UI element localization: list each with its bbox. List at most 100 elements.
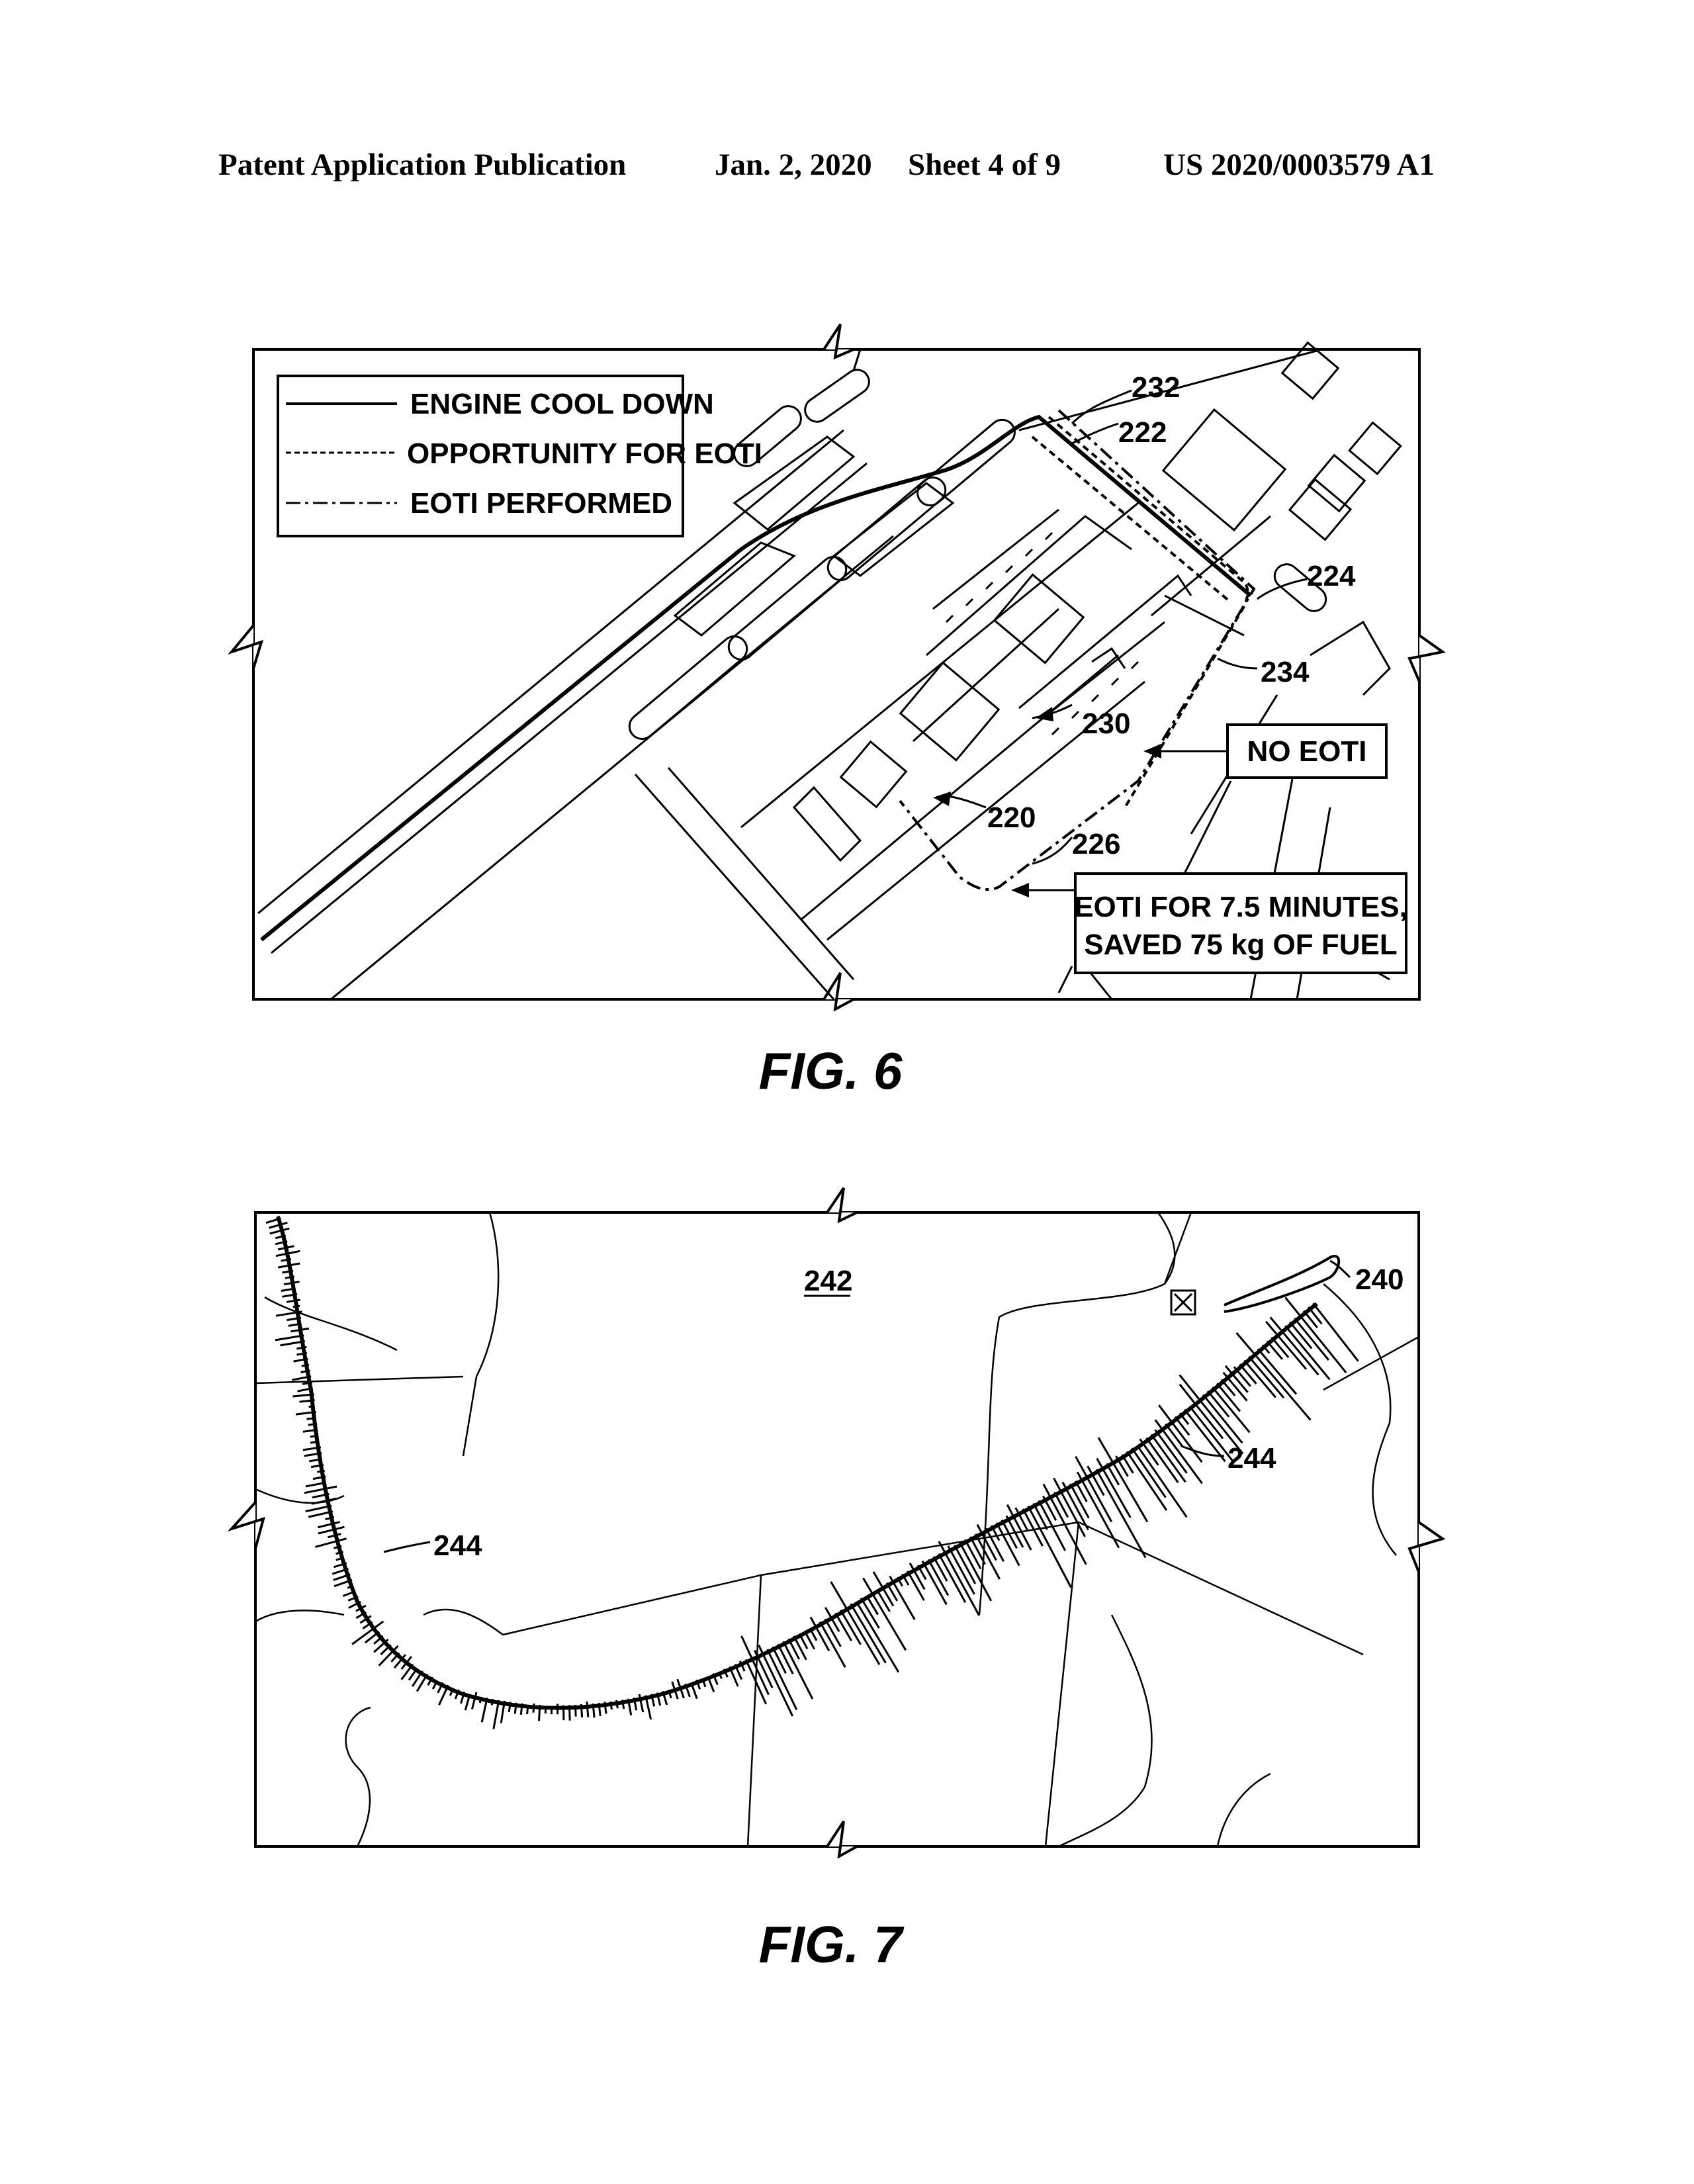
data-tick — [460, 1691, 466, 1704]
ref-244-left: 244 — [433, 1529, 482, 1562]
data-tick — [889, 1575, 916, 1621]
data-tick — [938, 1541, 981, 1616]
data-tick — [292, 1393, 314, 1398]
data-tick — [1001, 1519, 1018, 1549]
data-tick — [1257, 1348, 1298, 1395]
header-pub-number: US 2020/0003579 A1 — [1163, 148, 1435, 182]
data-tick — [1235, 1332, 1312, 1421]
data-tick — [729, 1666, 739, 1687]
data-tick — [1150, 1433, 1186, 1483]
data-tick — [334, 1562, 347, 1569]
data-tick — [335, 1551, 343, 1555]
ref-240: 240 — [1355, 1263, 1404, 1296]
data-tick — [621, 1700, 625, 1709]
data-tick — [938, 1553, 967, 1604]
fig7-text: 242 240 244 244 FIG. 7 — [433, 1263, 1404, 1974]
data-tick — [656, 1692, 662, 1706]
fig7-break-bottom — [826, 1820, 858, 1859]
data-tick — [347, 1585, 353, 1589]
data-tick — [275, 1250, 300, 1257]
data-tick — [777, 1643, 794, 1674]
data-tick — [901, 1573, 910, 1586]
data-tick — [359, 1615, 372, 1624]
data-tick — [347, 1596, 359, 1602]
data-tick — [896, 1576, 904, 1587]
data-tick — [1261, 1344, 1270, 1354]
data-tick — [312, 1493, 330, 1499]
data-tick — [334, 1578, 353, 1588]
data-tick — [964, 1539, 982, 1570]
data-tick — [1233, 1366, 1251, 1387]
data-tick — [310, 1434, 318, 1438]
data-tick — [408, 1668, 418, 1681]
data-tick — [348, 1600, 361, 1609]
data-tick — [265, 1217, 281, 1224]
callout-eoti-line2: SAVED 75 kg OF FUEL — [1084, 929, 1398, 961]
fig7-break-top — [826, 1187, 858, 1224]
ref-226: 226 — [1072, 828, 1120, 860]
data-tick — [1005, 1515, 1024, 1548]
data-tick — [1097, 1437, 1149, 1523]
data-tick — [333, 1545, 342, 1549]
data-tick — [1038, 1500, 1067, 1551]
ref-224: 224 — [1307, 560, 1356, 592]
data-tick — [306, 1417, 316, 1420]
data-tick — [400, 1656, 412, 1670]
legend-label-opportunity: OPPORTUNITY FOR EOTI — [407, 437, 762, 470]
header-sheet: Sheet 4 of 9 — [908, 148, 1061, 182]
data-tick — [351, 1620, 384, 1645]
data-tick — [1289, 1321, 1313, 1349]
flight-path — [276, 1216, 1318, 1710]
data-tick — [277, 1245, 294, 1251]
data-tick — [1174, 1416, 1190, 1436]
data-tick — [1269, 1316, 1319, 1376]
data-tick — [464, 1696, 470, 1711]
data-tick — [927, 1559, 950, 1596]
data-tick — [633, 1697, 638, 1711]
data-tick — [1032, 1502, 1048, 1530]
data-tick — [1075, 1455, 1113, 1523]
data-tick — [332, 1567, 349, 1575]
data-tick — [390, 1652, 400, 1662]
data-tick — [282, 1269, 294, 1274]
fig7-break-right — [1407, 1521, 1446, 1572]
data-tick — [1179, 1374, 1244, 1455]
data-tick — [772, 1646, 787, 1674]
data-tick — [627, 1698, 633, 1716]
data-tick — [378, 1645, 399, 1666]
data-tick — [1087, 1465, 1105, 1496]
data-tick — [954, 1545, 977, 1584]
data-tick — [1165, 1423, 1184, 1447]
data-tick — [638, 1694, 645, 1713]
data-tick — [328, 1533, 341, 1539]
data-tick — [1053, 1491, 1069, 1518]
data-tick — [782, 1641, 814, 1700]
fig6-break-right — [1407, 634, 1446, 682]
data-tick — [1183, 1408, 1226, 1463]
data-tick — [1216, 1383, 1241, 1412]
data-tick — [809, 1628, 818, 1641]
data-tick — [850, 1603, 887, 1664]
data-tick — [568, 1705, 571, 1721]
cross-taxiways — [634, 349, 1245, 1000]
data-tick — [875, 1589, 891, 1612]
data-tick — [1179, 1383, 1224, 1439]
data-tick — [470, 1692, 478, 1709]
data-tick — [712, 1673, 719, 1686]
data-tick — [293, 1357, 308, 1363]
legend-label-performed: EOTI PERFORMED — [410, 487, 672, 520]
data-tick — [438, 1684, 449, 1706]
data-tick — [1014, 1507, 1029, 1531]
data-tick — [872, 1571, 895, 1607]
data-tick — [1131, 1447, 1167, 1498]
data-tick — [1042, 1483, 1087, 1565]
data-tick — [598, 1702, 602, 1717]
callout-eoti-box — [1074, 872, 1407, 974]
data-tick — [283, 1281, 300, 1286]
data-tick — [1303, 1310, 1318, 1329]
data-tick — [758, 1644, 794, 1717]
data-tick — [1022, 1508, 1044, 1547]
data-tick — [275, 1334, 304, 1342]
data-tick — [592, 1703, 596, 1718]
data-tick — [1095, 1469, 1147, 1559]
